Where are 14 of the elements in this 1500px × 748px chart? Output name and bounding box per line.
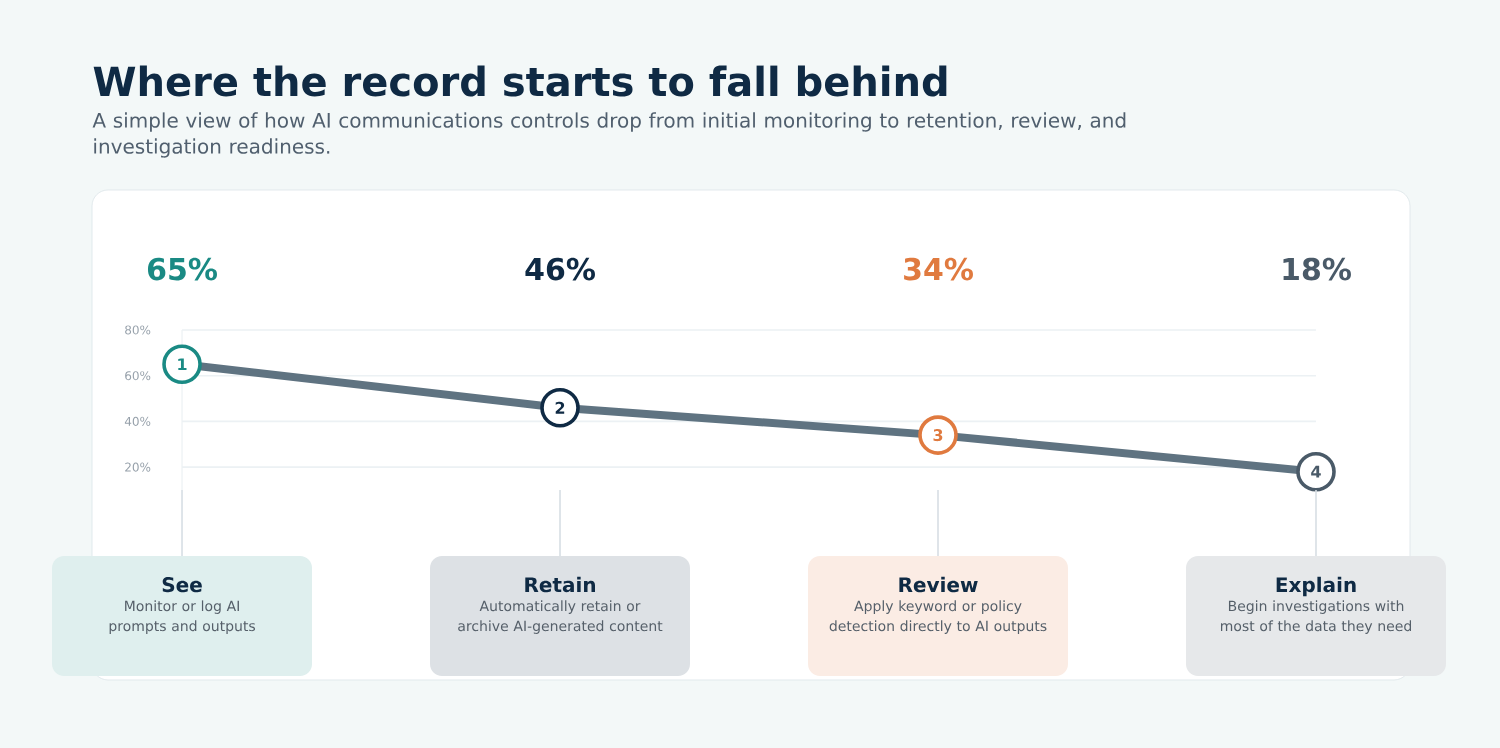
- annotation: 1: [178, 358, 187, 371]
- annotation: 4: [1311, 465, 1321, 478]
- chart-subtitle: A simple view of how AI communications controls drop from initial monitoring to retention, review, and investigation readiness.: [92, 112, 1126, 158]
- x-tick-label: Explain: [1276, 576, 1356, 597]
- chart-title: Where the record starts to fall behind: [93, 65, 947, 97]
- annotation: 2: [555, 401, 565, 414]
- x-tick-label: See: [162, 577, 202, 593]
- annotation: 3: [933, 429, 943, 442]
- data-label: 34%: [904, 257, 973, 281]
- x-tick-label: Review: [899, 576, 978, 593]
- x-tick-label: Retain: [525, 576, 596, 593]
- data-label: 18%: [1283, 257, 1351, 281]
- data-label: 65%: [147, 257, 217, 281]
- data-label: 46%: [525, 257, 595, 281]
